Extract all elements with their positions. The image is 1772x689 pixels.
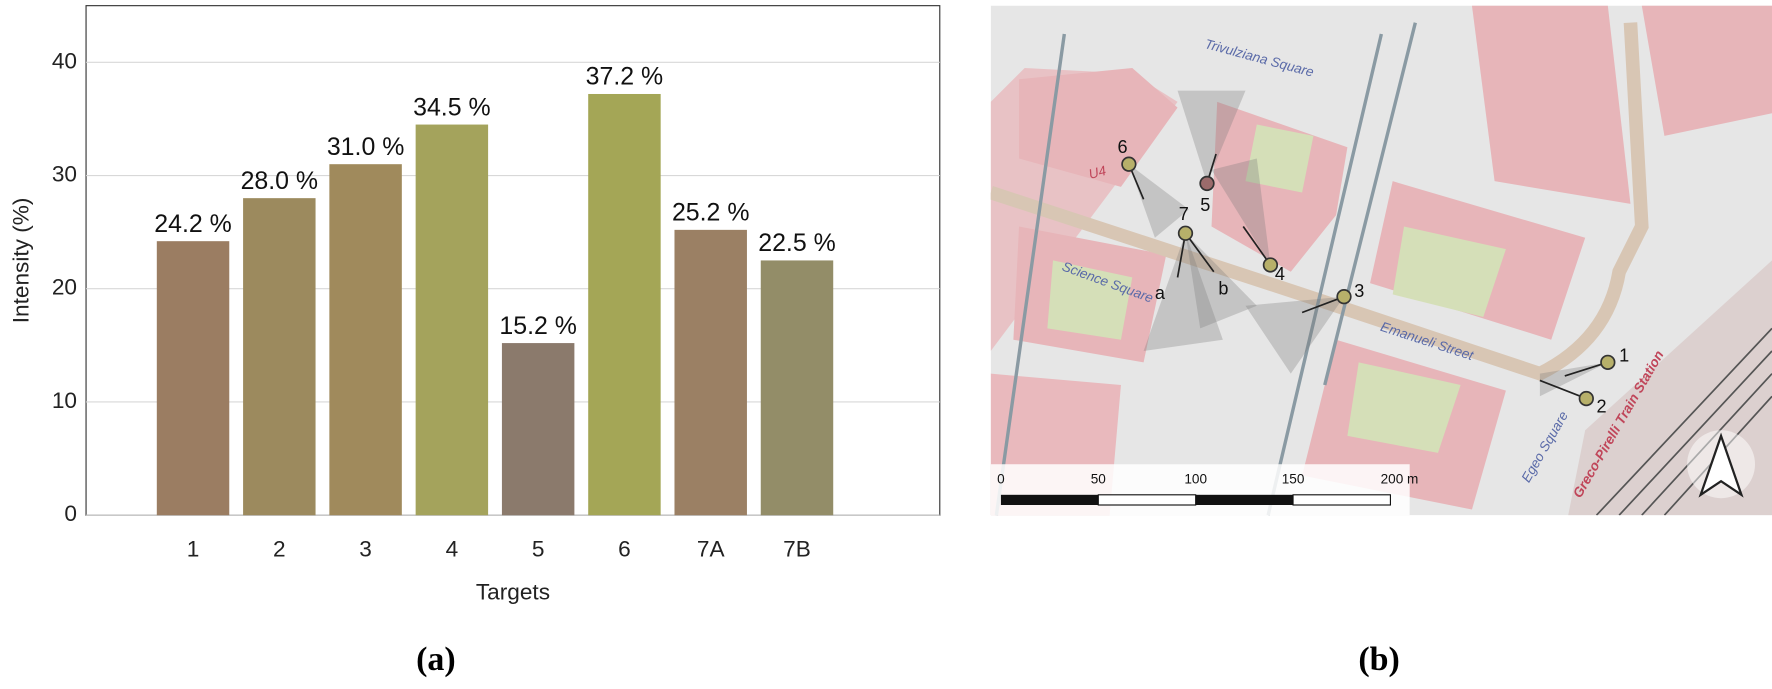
point-label: a [1155,283,1166,303]
y-tick-label: 0 [64,501,77,526]
x-tick-label: 7B [783,536,811,561]
scale-label: 150 [1282,472,1305,487]
x-tick-label: 1 [187,536,200,561]
value-label: 34.5 % [413,93,490,121]
x-tick-label: 2 [273,536,286,561]
scale-label: 0 [997,472,1005,487]
bar [760,260,834,516]
value-label: 28.0 % [241,167,319,195]
point-label: 3 [1354,281,1364,301]
y-tick-label: 40 [52,48,77,73]
value-label: 15.2 % [499,312,576,340]
bar [415,124,489,516]
scale-label: 50 [1091,472,1107,487]
panel-label: (b) [1358,641,1400,678]
x-axis-label: Targets [476,579,550,604]
x-tick-label: 6 [618,536,631,561]
point-label: 6 [1118,137,1128,157]
point-label: b [1218,279,1228,299]
map: Trivulziana Square U4 Science Square Ema… [990,5,1772,516]
value-label: 31.0 % [327,133,404,161]
y-tick-label: 30 [52,161,77,186]
place-label: U4 [1087,163,1108,182]
y-tick-label: 10 [52,388,77,413]
value-label: 25.2 % [672,199,750,227]
point-label: 2 [1596,396,1606,416]
bar [501,343,575,516]
x-tick-label: 7A [697,536,726,561]
value-label: 24.2 % [154,210,232,238]
x-tick-label: 3 [359,536,372,561]
value-label: 37.2 % [586,63,664,91]
bar [588,93,661,516]
point-label: 5 [1200,195,1210,215]
bar [674,229,747,516]
bar [156,241,230,516]
bar [329,164,402,516]
y-axis-label: Intensity (%) [9,198,34,324]
point-label: 1 [1619,345,1629,365]
panel-label: (a) [416,641,456,678]
x-tick-label: 5 [532,536,545,561]
y-tick-label: 20 [52,275,77,300]
value-label: 22.5 % [758,229,836,257]
point-label: 4 [1275,264,1285,284]
scale-label: 100 [1184,472,1207,487]
scale-label: 200 m [1381,472,1419,487]
x-tick-label: 4 [446,536,459,561]
point-label: 7 [1179,204,1189,224]
bar [243,198,316,516]
